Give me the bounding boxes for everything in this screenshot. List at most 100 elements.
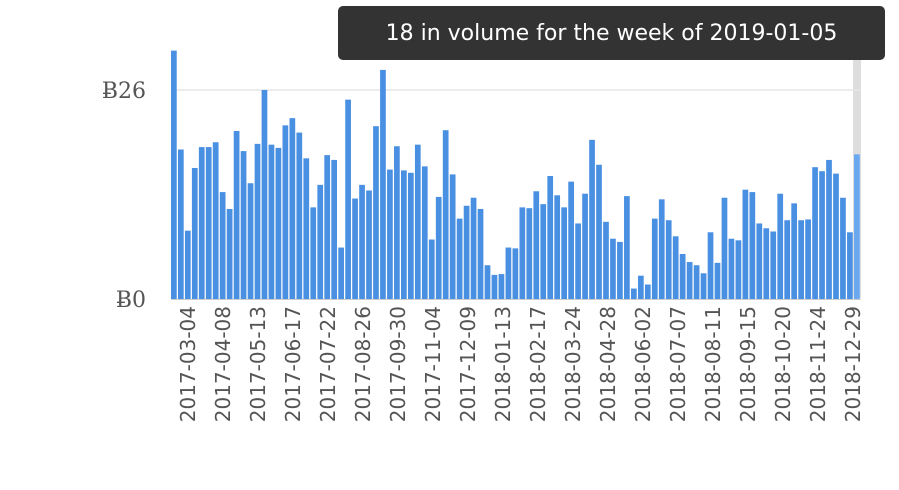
bar[interactable] [575,223,581,299]
bar[interactable] [819,171,825,299]
bar[interactable] [665,220,672,299]
bar[interactable] [359,184,365,299]
bar[interactable] [226,208,233,299]
bar[interactable] [707,232,714,299]
bar[interactable] [728,238,735,299]
bar[interactable] [261,90,268,299]
bar[interactable] [742,189,749,299]
bar[interactable] [324,155,331,299]
bar[interactable] [338,247,344,299]
bar[interactable] [303,158,310,299]
bar[interactable] [373,126,379,299]
bar[interactable] [672,236,679,299]
bar[interactable] [345,99,351,300]
bar[interactable] [421,166,428,299]
bar[interactable] [596,164,602,299]
bar[interactable] [428,239,435,299]
bar[interactable] [526,208,533,299]
bar[interactable] [484,265,491,299]
bar[interactable] [387,169,393,299]
bar[interactable] [477,208,484,299]
bar[interactable] [693,265,700,299]
bar[interactable] [498,274,505,299]
bar[interactable] [658,199,665,299]
bar[interactable] [547,176,554,299]
bar[interactable] [679,253,686,299]
bar[interactable] [380,69,386,300]
bar[interactable] [617,241,623,299]
bar[interactable] [505,247,512,299]
bar[interactable] [714,262,721,299]
bar[interactable] [310,207,317,299]
bar[interactable] [282,125,289,300]
bar[interactable] [414,144,421,299]
bar[interactable] [212,142,219,299]
bar[interactable] [763,228,770,299]
bar[interactable] [798,220,804,299]
bar[interactable] [331,159,338,299]
bar[interactable] [394,146,400,299]
bar[interactable] [777,193,784,299]
bar[interactable] [700,273,707,299]
bar[interactable] [847,232,853,299]
bar[interactable] [289,118,296,299]
bar[interactable] [240,151,247,299]
bar[interactable] [805,219,811,299]
bar[interactable] [205,147,212,299]
bar[interactable] [247,183,254,299]
bar[interactable] [561,207,568,299]
bar[interactable] [756,223,763,299]
bar[interactable] [721,197,728,299]
bar[interactable] [275,147,282,299]
bar[interactable] [554,195,561,299]
bar[interactable] [519,207,526,299]
bar[interactable] [219,192,226,299]
bar[interactable] [184,230,191,299]
bar[interactable] [540,204,547,299]
bar[interactable] [401,170,407,299]
bar[interactable] [233,131,240,299]
bar[interactable] [826,159,832,299]
bar[interactable] [631,288,637,299]
bar[interactable] [352,198,358,299]
bar[interactable] [624,196,630,299]
bar[interactable] [735,240,742,299]
bar[interactable] [177,149,184,299]
bar[interactable] [686,262,693,299]
bar[interactable] [784,220,791,299]
bar[interactable] [435,196,442,299]
bar[interactable] [770,231,777,299]
bar[interactable] [533,191,540,299]
bar[interactable] [296,132,303,299]
bar-highlighted[interactable] [854,154,860,299]
bar[interactable] [812,167,818,299]
bar[interactable] [840,197,846,299]
bar[interactable] [366,190,372,299]
bar[interactable] [603,221,609,299]
bar[interactable] [833,173,839,299]
bar[interactable] [407,172,414,299]
bar[interactable] [637,275,644,299]
bar[interactable] [512,248,519,299]
bar[interactable] [463,205,470,299]
bar[interactable] [589,139,595,299]
bar[interactable] [749,192,756,299]
bar[interactable] [456,218,463,299]
bar[interactable] [568,181,574,299]
bar[interactable] [610,238,616,299]
bar[interactable] [582,193,588,299]
bar[interactable] [198,147,205,299]
bar[interactable] [191,167,198,299]
bar[interactable] [449,174,456,299]
bar[interactable] [791,203,798,299]
bar[interactable] [491,274,498,299]
x-tick-label: 2018-02-17 [526,306,550,422]
bar[interactable] [651,218,658,299]
bar[interactable] [254,143,261,299]
bar[interactable] [470,197,477,299]
bar[interactable] [317,184,324,299]
bar[interactable] [644,284,651,299]
bar[interactable] [268,144,275,299]
bar[interactable] [442,130,449,299]
bar[interactable] [171,50,177,299]
